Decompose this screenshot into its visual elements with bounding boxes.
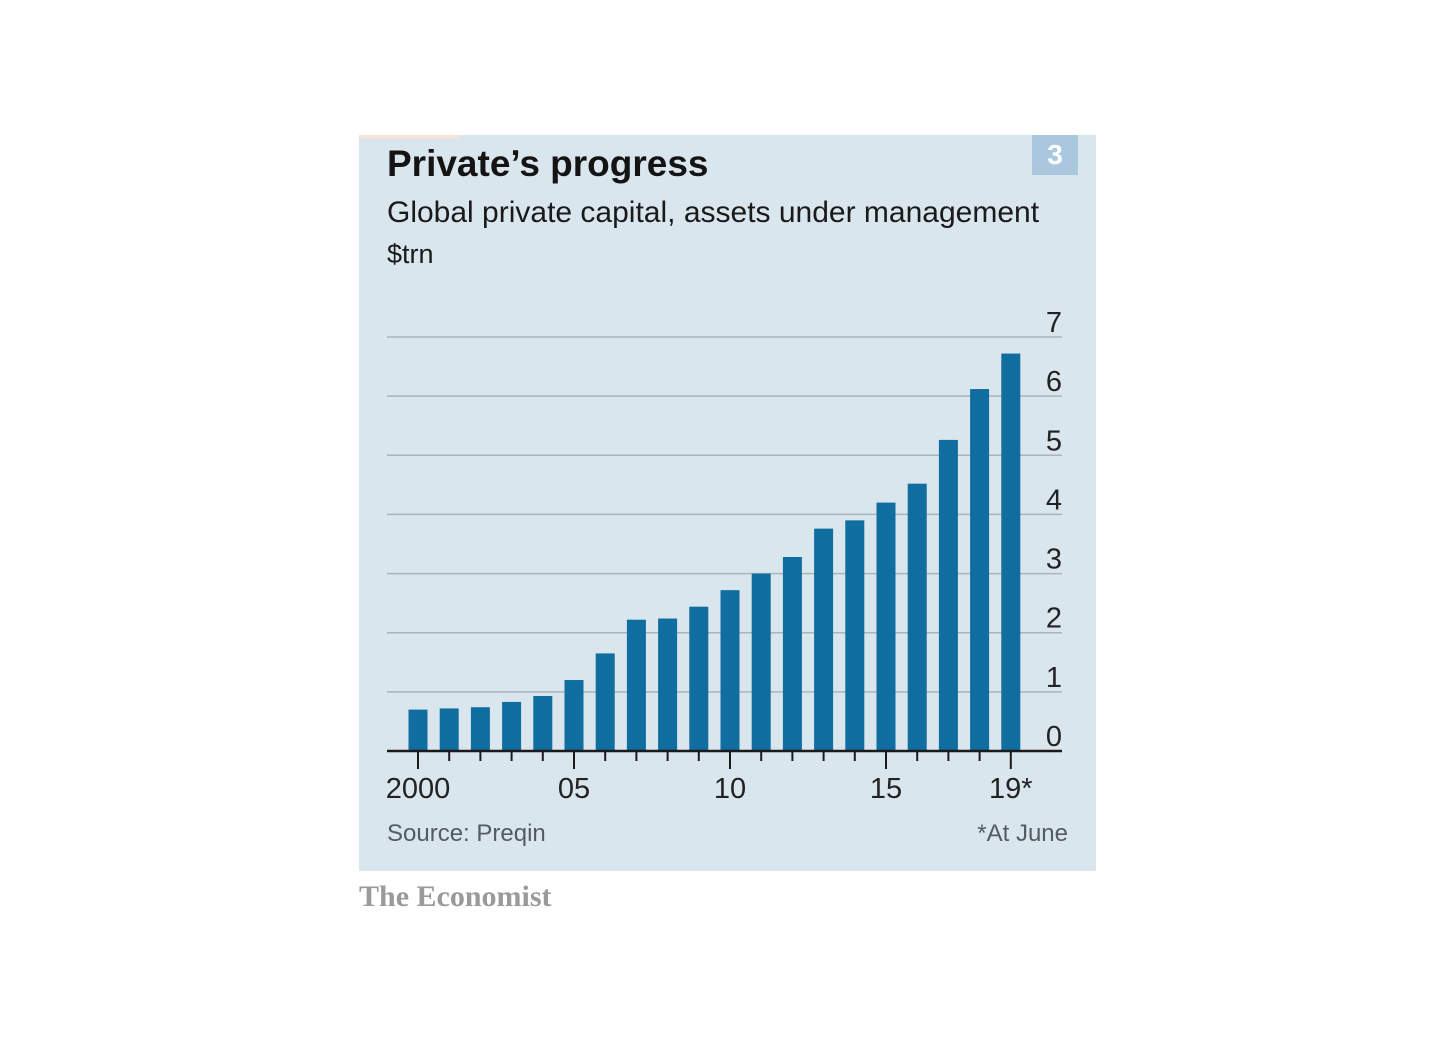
chart-unit: $trn xyxy=(387,239,434,269)
y-tick-label-0: 0 xyxy=(1046,721,1062,753)
publisher-logo: The Economist xyxy=(359,880,552,913)
bar-2018 xyxy=(970,389,990,751)
bar-2005 xyxy=(564,680,584,751)
bar-2012 xyxy=(782,557,802,751)
y-tick-label-3: 3 xyxy=(1046,544,1062,576)
chart-title: Private’s progress xyxy=(387,143,709,184)
chart-number-badge: 3 xyxy=(1032,135,1078,175)
bar-2001 xyxy=(439,708,459,751)
y-tick-label-7: 7 xyxy=(1046,307,1062,339)
bar-2008 xyxy=(658,618,678,751)
x-tick-label-05: 05 xyxy=(558,773,590,805)
bar-2007 xyxy=(626,619,646,751)
source-note: Source: Preqin xyxy=(387,820,546,847)
bar-2015 xyxy=(876,502,896,751)
y-tick-label-1: 1 xyxy=(1046,662,1062,694)
bar-2013 xyxy=(814,528,834,751)
bar-2010 xyxy=(720,590,740,751)
x-tick-label-2000: 2000 xyxy=(386,773,451,805)
accent-strip xyxy=(359,135,459,139)
chart-subtitle: Global private capital, assets under man… xyxy=(387,196,1040,229)
bar-2006 xyxy=(595,653,615,751)
bar-2017 xyxy=(938,439,958,751)
x-tick-label-19*: 19* xyxy=(989,773,1033,805)
y-tick-label-4: 4 xyxy=(1046,484,1062,516)
y-tick-label-6: 6 xyxy=(1046,366,1062,398)
bar-2014 xyxy=(845,520,865,751)
bar-2003 xyxy=(502,701,522,751)
bar-2000 xyxy=(408,709,428,751)
bar-2019* xyxy=(1001,353,1021,751)
y-tick-label-2: 2 xyxy=(1046,603,1062,635)
bar-2004 xyxy=(533,695,553,751)
x-tick-label-15: 15 xyxy=(870,773,902,805)
bar-2011 xyxy=(751,573,771,751)
x-tick-label-10: 10 xyxy=(714,773,746,805)
bar-2016 xyxy=(907,483,927,751)
footnote: *At June xyxy=(977,820,1068,847)
bar-2009 xyxy=(689,606,709,751)
y-tick-label-5: 5 xyxy=(1046,425,1062,457)
bar-2002 xyxy=(470,707,490,751)
